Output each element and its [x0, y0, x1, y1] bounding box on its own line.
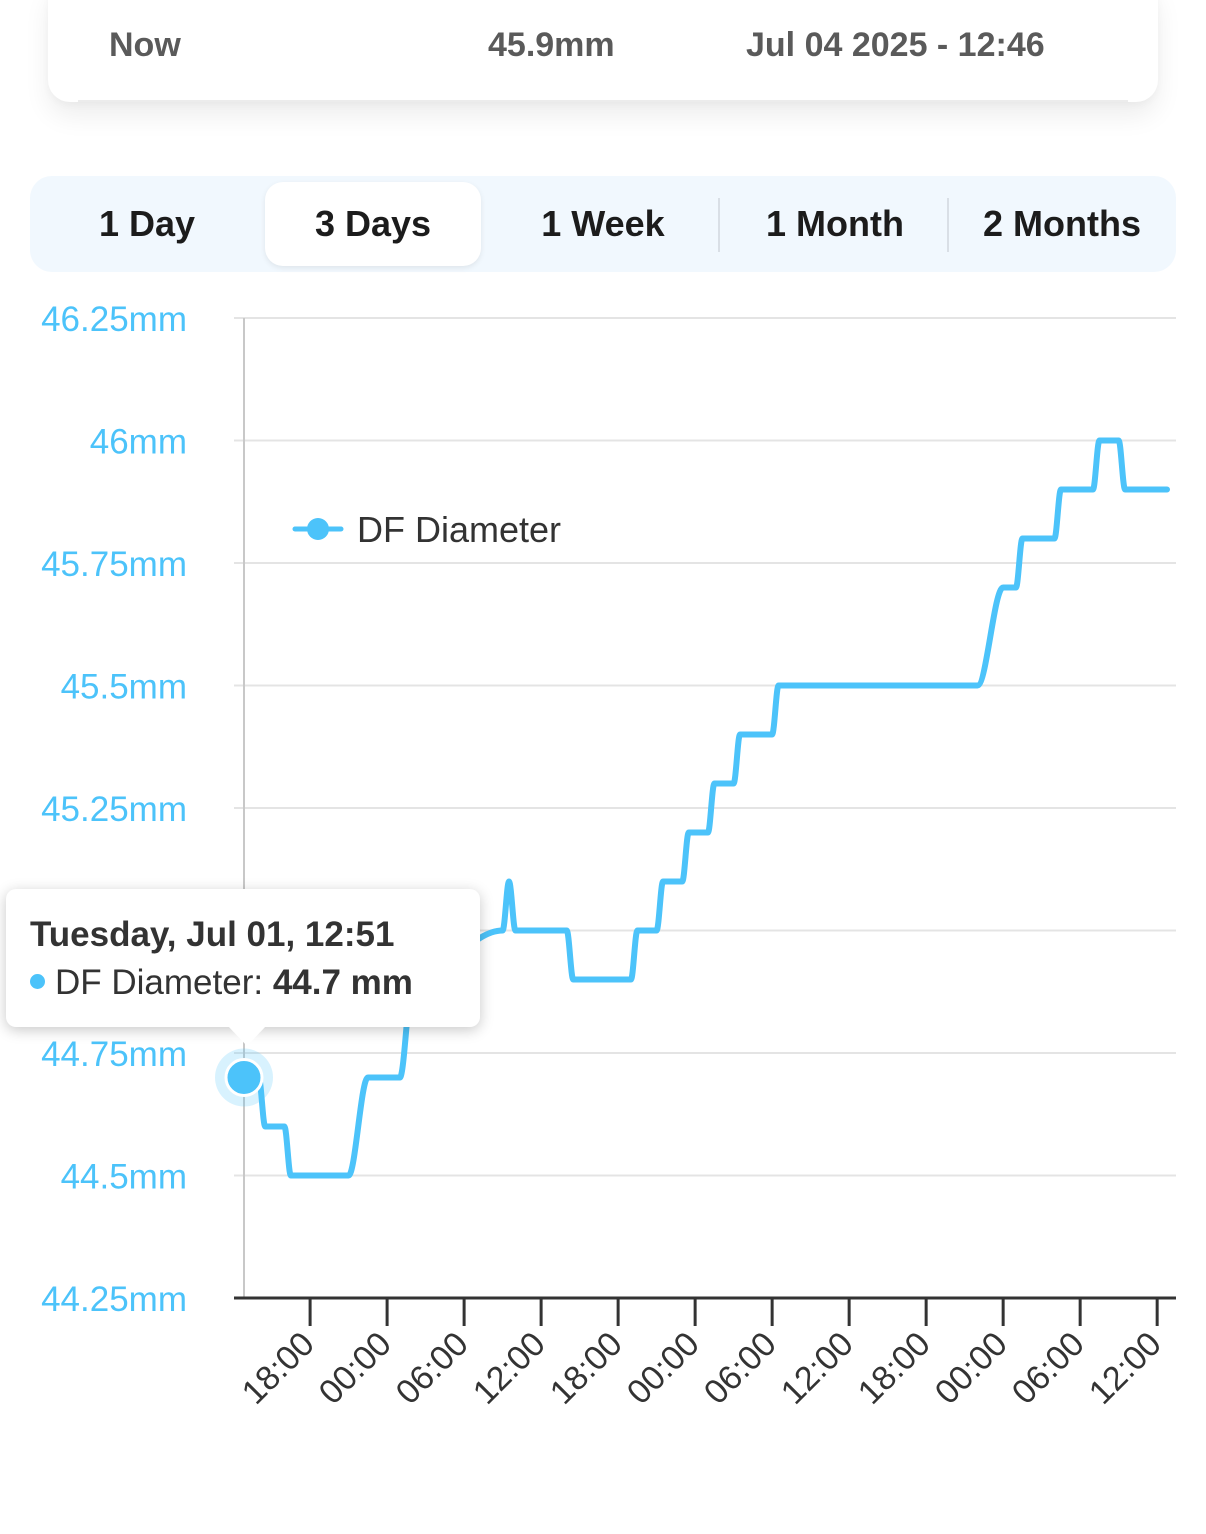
tab-3-days[interactable]: 3 Days [265, 182, 481, 266]
tab-separator [947, 198, 949, 252]
tab-1-week[interactable]: 1 Week [541, 203, 665, 244]
card-divider [78, 100, 1128, 102]
x-tick-label: 00:00 [620, 1325, 707, 1412]
x-tick-label: 12:00 [1082, 1325, 1169, 1412]
tooltip-title: Tuesday, Jul 01, 12:51 [30, 915, 395, 954]
current-value: 45.9mm [488, 26, 615, 64]
y-axis-tick-labels: 44.25mm 44.5mm 44.75mm 45.25mm 45.5mm 45.75mm… [41, 300, 187, 1319]
tooltip-series-name: DF Diameter [55, 963, 254, 1002]
chart-series [215, 437, 1170, 1179]
tab-2-months[interactable]: 2 Months [983, 203, 1141, 244]
series-line-df-diameter [241, 437, 1170, 1179]
tooltip-separator: : [253, 963, 273, 1002]
x-tick-label: 00:00 [928, 1325, 1015, 1412]
tooltip-value: 44.7 mm [272, 963, 413, 1002]
time-range-selector: 1 Day 3 Days 1 Week 1 Month 2 Months [30, 176, 1176, 272]
chart-axes [234, 318, 1176, 1326]
tooltip-pointer [228, 1026, 266, 1046]
y-tick-label: 45.25mm [41, 790, 187, 829]
y-tick-label: 44.5mm [61, 1158, 187, 1197]
y-tick-label: 44.25mm [41, 1280, 187, 1319]
x-tick-label: 06:00 [389, 1325, 476, 1412]
y-tick-label: 46.25mm [41, 300, 187, 339]
y-tick-label: 46mm [90, 423, 187, 462]
x-axis-tick-labels: 18:0000:0006:0012:0018:0000:0006:0012:00… [235, 1325, 1169, 1412]
y-tick-label: 45.75mm [41, 545, 187, 584]
x-tick-label: 12:00 [466, 1325, 553, 1412]
current-reading-card: Now 45.9mm Jul 04 2025 - 12:46 [48, 0, 1158, 102]
x-tick-label: 12:00 [774, 1325, 861, 1412]
y-tick-label: 45.5mm [61, 668, 187, 707]
chart-legend[interactable]: DF Diameter [292, 509, 561, 550]
x-tick-label: 00:00 [312, 1325, 399, 1412]
tab-separator [718, 198, 720, 252]
x-tick-label: 18:00 [851, 1325, 938, 1412]
y-tick-label: 44.75mm [41, 1035, 187, 1074]
highlight-point [224, 1058, 264, 1097]
x-tick-label: 06:00 [1005, 1325, 1092, 1412]
tooltip-series-dot [30, 974, 45, 990]
x-tick-label: 06:00 [697, 1325, 784, 1412]
tooltip-row: DF Diameter: 44.7 mm [30, 965, 413, 1000]
legend-dot-marker [307, 518, 329, 540]
chart-gridlines [234, 317, 1176, 1177]
tab-1-day[interactable]: 1 Day [98, 203, 196, 244]
tab-1-month[interactable]: 1 Month [766, 203, 904, 244]
x-tick-label: 18:00 [235, 1325, 322, 1412]
current-label: Now [109, 26, 181, 64]
legend-label: DF Diameter [357, 509, 561, 550]
data-point-tooltip: Tuesday, Jul 01, 12:51 DF Diameter: 44.7… [6, 889, 480, 1046]
x-tick-label: 18:00 [543, 1325, 630, 1412]
current-timestamp: Jul 04 2025 - 12:46 [746, 26, 1045, 64]
